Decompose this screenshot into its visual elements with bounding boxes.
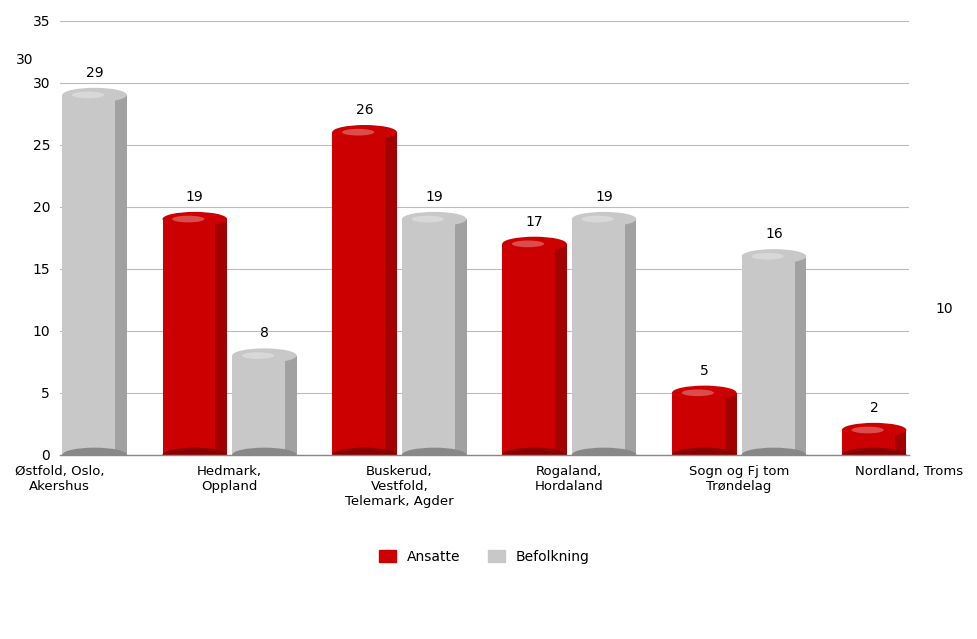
Text: 17: 17 (525, 215, 542, 229)
Ellipse shape (572, 448, 636, 462)
Bar (894, 430, 906, 455)
Ellipse shape (232, 448, 296, 462)
Bar (454, 219, 466, 455)
Ellipse shape (241, 352, 274, 359)
Bar (385, 132, 397, 455)
Ellipse shape (332, 125, 397, 139)
Text: 19: 19 (595, 190, 613, 204)
Ellipse shape (671, 448, 736, 462)
Ellipse shape (402, 212, 466, 226)
Ellipse shape (581, 216, 614, 222)
Bar (963, 331, 975, 455)
Bar (555, 244, 566, 455)
Ellipse shape (332, 448, 397, 462)
Ellipse shape (162, 212, 227, 226)
Bar (841, 430, 906, 455)
Text: 10: 10 (934, 302, 952, 316)
Text: 8: 8 (260, 327, 269, 341)
Bar (724, 393, 736, 455)
Ellipse shape (63, 448, 127, 462)
Ellipse shape (2, 79, 34, 86)
Ellipse shape (681, 389, 713, 396)
Ellipse shape (411, 216, 444, 222)
Text: 16: 16 (764, 227, 782, 241)
Ellipse shape (911, 323, 975, 338)
Bar (215, 219, 227, 455)
Bar (402, 219, 466, 455)
Text: 5: 5 (700, 364, 708, 378)
Ellipse shape (572, 212, 636, 226)
Ellipse shape (172, 216, 204, 222)
Ellipse shape (851, 427, 883, 433)
Ellipse shape (841, 448, 906, 462)
Ellipse shape (911, 448, 975, 462)
Ellipse shape (841, 423, 906, 437)
Text: 2: 2 (869, 401, 877, 415)
Text: 29: 29 (86, 66, 104, 80)
Text: 19: 19 (186, 190, 203, 204)
Bar (284, 355, 296, 455)
Ellipse shape (671, 385, 736, 400)
Bar (0, 455, 977, 472)
Text: 26: 26 (356, 103, 373, 117)
Bar (671, 393, 736, 455)
Ellipse shape (511, 240, 543, 247)
Ellipse shape (232, 348, 296, 363)
Legend: Ansatte, Befolkning: Ansatte, Befolkning (373, 544, 595, 569)
Ellipse shape (162, 448, 227, 462)
Bar (911, 331, 975, 455)
Bar (572, 219, 636, 455)
Bar (624, 219, 636, 455)
Ellipse shape (0, 448, 57, 462)
Text: 30: 30 (17, 53, 33, 67)
Bar (63, 95, 127, 455)
Ellipse shape (72, 91, 105, 98)
Bar (793, 256, 805, 455)
Ellipse shape (0, 75, 57, 89)
Bar (501, 244, 566, 455)
Ellipse shape (501, 236, 566, 251)
Ellipse shape (741, 448, 805, 462)
Bar (741, 256, 805, 455)
Ellipse shape (63, 88, 127, 102)
Bar (115, 95, 127, 455)
Ellipse shape (501, 448, 566, 462)
Ellipse shape (402, 448, 466, 462)
Bar (332, 132, 397, 455)
Bar (162, 219, 227, 455)
Bar (232, 355, 296, 455)
Bar (46, 82, 57, 455)
Ellipse shape (741, 249, 805, 263)
Ellipse shape (750, 253, 783, 259)
Ellipse shape (342, 129, 374, 135)
Ellipse shape (920, 327, 953, 334)
Bar (0, 82, 57, 455)
Text: 19: 19 (425, 190, 443, 204)
